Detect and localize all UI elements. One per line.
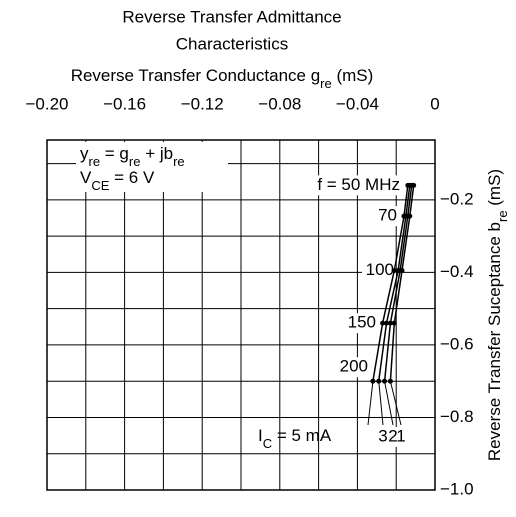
series-label-bg xyxy=(377,427,389,447)
y-tick-label: −0.6 xyxy=(440,334,474,353)
frequency-label: f = 50 MHz xyxy=(317,175,400,194)
legend-entry: 1 xyxy=(396,426,405,445)
x-tick-label: 0 xyxy=(430,94,439,113)
y-axis-label-part: Reverse Transfer Suceptance b xyxy=(485,222,504,461)
data-point xyxy=(380,320,386,326)
frequency-label: 100 xyxy=(366,260,394,279)
y-axis-label-group: Reverse Transfer Suceptance bre (mS) xyxy=(485,169,509,461)
leader-line xyxy=(367,381,374,426)
y-tick-label: −1.0 xyxy=(440,479,474,498)
current-label-part: = xyxy=(272,426,291,445)
chart-title: Characteristics xyxy=(176,34,288,53)
data-point xyxy=(384,320,389,326)
leader-line xyxy=(389,381,402,426)
annotation: yre = gre + jbre xyxy=(80,144,185,168)
plot-border xyxy=(46,139,436,491)
x-tick-label: −0.16 xyxy=(103,94,146,113)
annotation-part: = g xyxy=(100,144,129,163)
current-label-part: I xyxy=(258,426,263,445)
annotation: VCE = 6 V xyxy=(80,168,155,192)
y-tick-label: −0.8 xyxy=(440,407,474,426)
y-axis-label-part: re xyxy=(495,210,510,222)
x-axis-label-part: re xyxy=(320,76,332,91)
frequency-label: 70 xyxy=(378,206,397,225)
series-label-bg xyxy=(362,427,374,447)
x-tick-label: −0.04 xyxy=(336,94,379,113)
frequency-label: 150 xyxy=(348,313,376,332)
freq-label-bg xyxy=(336,357,370,378)
legend-entry: 5 mA xyxy=(292,426,332,445)
data-point xyxy=(391,268,397,274)
annotation-part: re xyxy=(129,154,141,169)
data-point xyxy=(399,268,405,274)
frequency-label: 200 xyxy=(340,357,368,376)
series-label-bg xyxy=(395,427,407,447)
x-axis-label: Reverse Transfer Conductance gre (mS) xyxy=(71,66,374,90)
annotation-part: re xyxy=(89,154,101,169)
freq-label-bg xyxy=(298,175,402,196)
freq-label-bg xyxy=(365,206,399,227)
x-axis-label-part: (mS) xyxy=(332,66,374,85)
annotation-bg xyxy=(76,142,228,192)
leader-line xyxy=(378,381,384,426)
current-label: IC = 5 mA xyxy=(258,426,332,450)
x-axis-label-part: Reverse Transfer Conductance g xyxy=(71,66,320,85)
x-tick-label: −0.12 xyxy=(181,94,224,113)
x-tick-label: −0.08 xyxy=(258,94,301,113)
y-tick-label: −0.2 xyxy=(440,189,474,208)
data-point xyxy=(407,213,413,219)
annotation-part: CE xyxy=(91,178,109,193)
current-label-part: C xyxy=(263,436,272,451)
annotation-part: = 6 V xyxy=(109,168,155,187)
legend-entry: 3 xyxy=(378,426,387,445)
data-point xyxy=(411,182,417,188)
data-point xyxy=(387,320,393,326)
freq-label-bg xyxy=(344,313,378,334)
y-tick-label: −0.4 xyxy=(440,262,474,281)
leader-line xyxy=(384,381,394,426)
x-tick-label: −0.20 xyxy=(25,94,68,113)
chart-title: Reverse Transfer Admittance xyxy=(122,7,341,26)
data-point xyxy=(391,320,397,326)
legend-entry: 2 xyxy=(388,426,397,445)
y-axis-label: Reverse Transfer Suceptance bre (mS) xyxy=(485,169,509,461)
annotation-part: + jb xyxy=(140,144,173,163)
annotation-part: V xyxy=(80,168,92,187)
annotation-part: re xyxy=(173,154,185,169)
freq-label-bg xyxy=(362,260,396,281)
y-axis-label-part: (mS) xyxy=(485,169,504,211)
annotation-part: y xyxy=(80,144,89,163)
